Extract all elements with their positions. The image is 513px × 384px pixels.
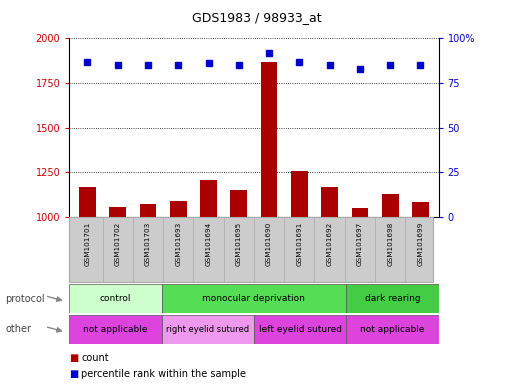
Bar — [79, 187, 96, 217]
Bar — [69, 284, 162, 313]
Text: GSM101698: GSM101698 — [387, 222, 393, 266]
Text: not applicable: not applicable — [360, 325, 425, 334]
Bar — [346, 315, 439, 344]
Text: GSM101690: GSM101690 — [266, 222, 272, 266]
Text: left eyelid sutured: left eyelid sutured — [259, 325, 342, 334]
Text: ■: ■ — [69, 353, 78, 363]
Text: count: count — [81, 353, 109, 363]
Text: percentile rank within the sample: percentile rank within the sample — [81, 369, 246, 379]
Text: not applicable: not applicable — [83, 325, 148, 334]
Text: GSM101699: GSM101699 — [418, 222, 423, 266]
Text: GSM101694: GSM101694 — [206, 222, 211, 266]
Bar — [140, 204, 156, 217]
Bar — [254, 315, 346, 344]
Bar — [162, 315, 254, 344]
Text: GDS1983 / 98933_at: GDS1983 / 98933_at — [192, 12, 321, 25]
Text: GSM101691: GSM101691 — [297, 222, 302, 266]
Text: ■: ■ — [69, 369, 78, 379]
Bar — [162, 284, 346, 313]
Text: dark rearing: dark rearing — [365, 294, 420, 303]
Text: GSM101701: GSM101701 — [85, 222, 90, 266]
Text: control: control — [100, 294, 131, 303]
Text: GSM101702: GSM101702 — [115, 222, 121, 266]
Text: GSM101693: GSM101693 — [175, 222, 181, 266]
Text: monocular deprivation: monocular deprivation — [203, 294, 305, 303]
Text: protocol: protocol — [5, 293, 45, 304]
Text: right eyelid sutured: right eyelid sutured — [166, 325, 249, 334]
Bar — [200, 180, 217, 217]
Bar — [346, 284, 439, 313]
Text: GSM101692: GSM101692 — [327, 222, 332, 266]
Bar — [291, 170, 308, 217]
Bar — [230, 190, 247, 217]
Bar — [261, 61, 278, 217]
Bar — [412, 202, 429, 217]
Bar — [382, 194, 399, 217]
Bar — [170, 201, 187, 217]
Bar — [351, 208, 368, 217]
Text: GSM101697: GSM101697 — [357, 222, 363, 266]
Bar — [321, 187, 338, 217]
Bar — [109, 207, 126, 217]
Text: GSM101695: GSM101695 — [236, 222, 242, 266]
Text: GSM101703: GSM101703 — [145, 222, 151, 266]
Text: other: other — [5, 324, 31, 334]
Bar — [69, 315, 162, 344]
